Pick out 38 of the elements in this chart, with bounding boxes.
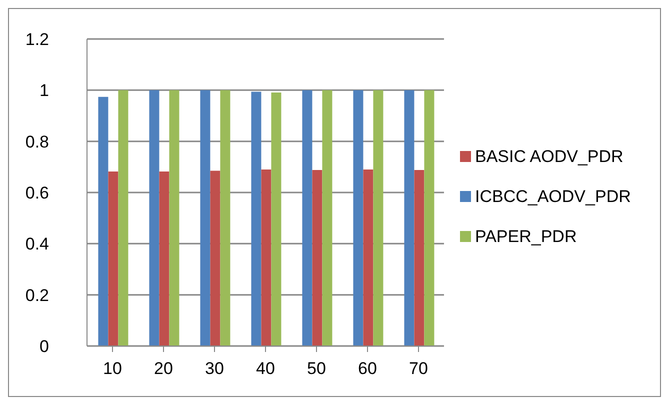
bar <box>404 90 414 346</box>
bar <box>210 170 220 346</box>
bar <box>312 170 322 346</box>
bar <box>322 90 332 346</box>
bar <box>271 92 282 346</box>
x-tick-label: 10 <box>103 359 122 378</box>
x-tick-label: 30 <box>205 359 224 378</box>
bar <box>149 90 160 346</box>
bar <box>302 90 312 346</box>
legend-label: BASIC AODV_PDR <box>475 146 624 168</box>
y-tick-label: 0.8 <box>25 132 49 152</box>
bar <box>373 90 384 346</box>
x-tick-label: 20 <box>154 359 173 378</box>
bar <box>200 90 210 346</box>
y-tick-label: 0.6 <box>25 184 49 203</box>
bar <box>251 92 262 346</box>
bar <box>118 90 128 346</box>
bar <box>353 90 364 346</box>
x-tick-label: 70 <box>409 359 428 378</box>
bar <box>220 90 230 346</box>
y-tick-label: 0 <box>40 337 49 356</box>
bar <box>261 169 272 346</box>
bar <box>159 172 170 346</box>
y-tick-label: 1 <box>40 81 49 100</box>
y-tick-label: 1.2 <box>25 30 49 50</box>
x-tick-label: 40 <box>256 359 275 378</box>
bar <box>108 172 118 346</box>
bar <box>98 96 108 346</box>
bar <box>424 90 434 346</box>
bar <box>169 90 180 346</box>
bar <box>363 169 374 346</box>
x-tick-label: 50 <box>307 359 326 378</box>
y-tick-label: 0.4 <box>25 234 49 254</box>
legend-label: ICBCC_AODV_PDR <box>475 186 632 208</box>
x-tick-label: 60 <box>358 359 377 378</box>
bar <box>414 170 424 346</box>
y-tick-label: 0.2 <box>25 286 49 305</box>
legend-label: PAPER_PDR <box>475 226 578 248</box>
